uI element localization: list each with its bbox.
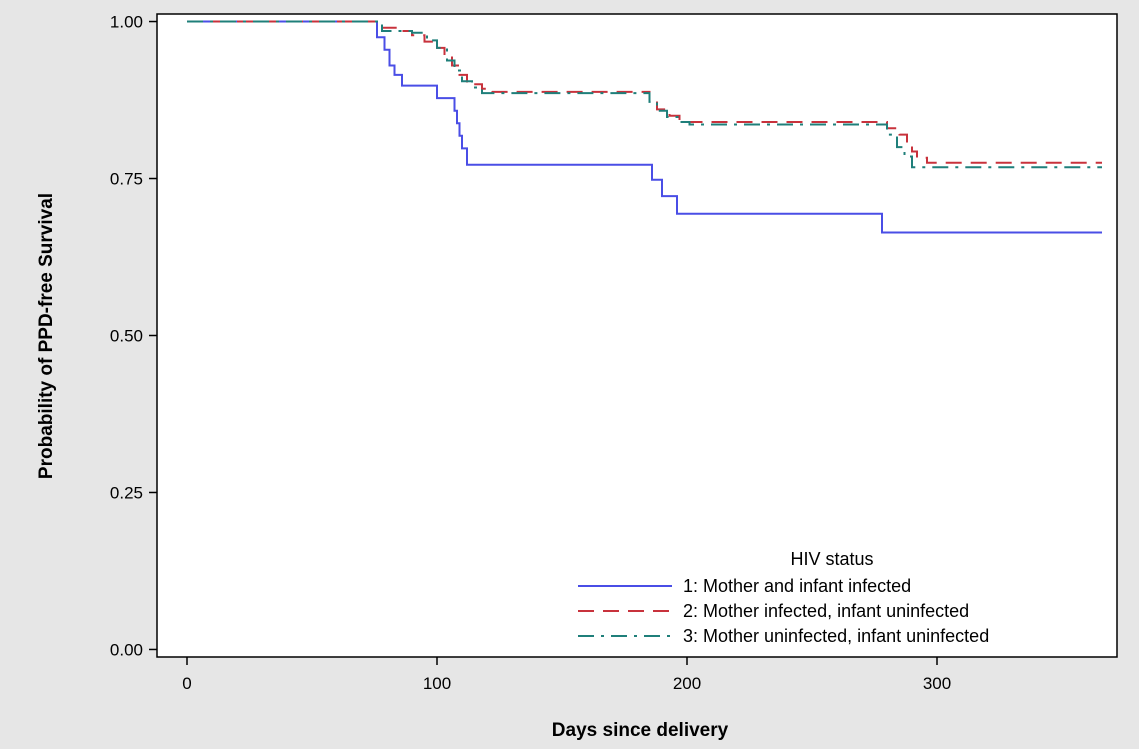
y-tick-label: 0.25: [110, 483, 143, 502]
legend-label-1: 1: Mother and infant infected: [683, 576, 911, 596]
x-tick-label: 200: [673, 674, 701, 693]
x-tick-label: 300: [923, 674, 951, 693]
series-line-2: [187, 20, 1102, 164]
y-axis-title: Probability of PPD-free Survival: [36, 193, 57, 479]
legend-label-2: 2: Mother infected, infant uninfected: [683, 601, 969, 621]
y-tick-label: 0.00: [110, 640, 143, 659]
series-layer: [187, 20, 1102, 234]
y-tick-label: 1.00: [110, 13, 143, 32]
x-tick-label: 0: [182, 674, 191, 693]
plot-area: [156, 13, 1118, 658]
x-axis: 0 100 200 300: [182, 657, 951, 693]
y-axis: 0.00 0.25 0.50 0.75 1.00: [110, 13, 157, 659]
x-tick-label: 100: [423, 674, 451, 693]
legend-label-3: 3: Mother uninfected, infant uninfected: [683, 626, 989, 646]
legend-title: HIV status: [790, 549, 873, 569]
series-line-1: [187, 20, 1102, 234]
y-tick-label: 0.75: [110, 170, 143, 189]
legend: HIV status 1: Mother and infant infected…: [578, 549, 989, 646]
y-tick-label: 0.50: [110, 327, 143, 346]
series-line-3: [187, 20, 1102, 169]
x-axis-title: Days since delivery: [552, 720, 729, 741]
